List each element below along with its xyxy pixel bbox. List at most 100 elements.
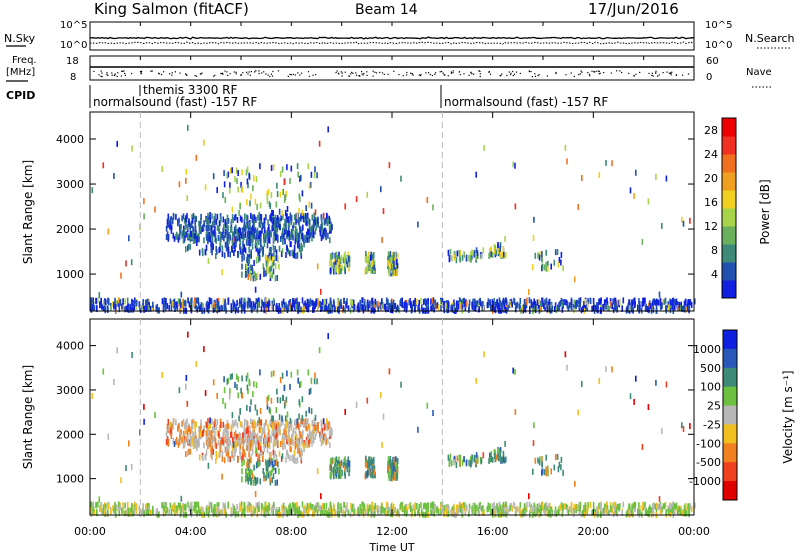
nave-point bbox=[213, 75, 215, 77]
echo-point bbox=[305, 439, 308, 446]
echo-point bbox=[216, 213, 219, 220]
echo-point bbox=[284, 238, 286, 245]
echo-point bbox=[628, 503, 631, 510]
echo-point bbox=[308, 428, 311, 434]
echo-point bbox=[207, 440, 209, 447]
nave-point bbox=[479, 70, 481, 72]
echo-point bbox=[238, 227, 241, 234]
echo-point bbox=[583, 300, 585, 307]
velocity-data-points bbox=[90, 331, 696, 518]
echo-point bbox=[268, 442, 271, 449]
echo-point bbox=[324, 433, 327, 440]
echo-point bbox=[250, 227, 253, 234]
echo-point bbox=[495, 301, 497, 308]
echo-point bbox=[679, 508, 681, 515]
echo-point bbox=[326, 305, 328, 312]
echo-point bbox=[144, 504, 147, 511]
echo-point bbox=[143, 306, 145, 313]
echo-point bbox=[683, 301, 686, 307]
echo-point bbox=[244, 231, 247, 238]
echo-point bbox=[233, 242, 235, 249]
echo-point bbox=[258, 254, 261, 261]
echo-point bbox=[593, 507, 595, 514]
echo-point bbox=[690, 301, 693, 308]
echo-point bbox=[185, 177, 187, 184]
echo-point bbox=[475, 171, 477, 178]
echo-point bbox=[296, 438, 298, 444]
nave-point bbox=[512, 70, 514, 73]
echo-point bbox=[250, 457, 252, 464]
echo-point bbox=[675, 298, 678, 305]
echo-point bbox=[185, 383, 187, 390]
echo-point bbox=[638, 298, 640, 305]
echo-point bbox=[548, 503, 550, 510]
echo-point bbox=[190, 298, 192, 305]
echo-point bbox=[678, 301, 681, 308]
echo-point bbox=[299, 176, 301, 182]
echo-point bbox=[475, 452, 478, 459]
noise-left-tick-top: 10^5 bbox=[60, 20, 87, 31]
echo-point bbox=[564, 299, 566, 306]
echo-point bbox=[221, 509, 224, 516]
echo-point bbox=[669, 502, 671, 509]
echo-point bbox=[265, 214, 267, 221]
echo-point bbox=[262, 505, 265, 512]
echo-point bbox=[298, 208, 300, 214]
echo-point bbox=[177, 298, 180, 305]
echo-point bbox=[215, 450, 217, 457]
echo-point bbox=[505, 251, 507, 258]
echo-point bbox=[243, 424, 246, 431]
echo-point bbox=[224, 197, 227, 203]
echo-point bbox=[402, 506, 404, 513]
echo-point bbox=[253, 464, 255, 471]
echo-point bbox=[132, 300, 134, 306]
echo-point bbox=[308, 219, 311, 226]
echo-point bbox=[209, 224, 211, 231]
echo-point bbox=[179, 298, 181, 305]
echo-point bbox=[215, 457, 217, 464]
echo-point bbox=[576, 300, 579, 306]
echo-point bbox=[262, 263, 265, 270]
echo-point bbox=[619, 299, 621, 305]
echo-point bbox=[241, 186, 244, 193]
echo-point bbox=[499, 447, 502, 453]
echo-point bbox=[272, 210, 274, 217]
echo-point bbox=[242, 438, 244, 444]
echo-point bbox=[621, 305, 623, 312]
echo-point bbox=[308, 233, 310, 240]
echo-point bbox=[244, 213, 246, 220]
echo-point bbox=[218, 225, 220, 232]
echo-point bbox=[166, 439, 169, 446]
echo-point bbox=[268, 248, 271, 255]
echo-point bbox=[329, 237, 331, 244]
echo-point bbox=[146, 298, 149, 305]
echo-point bbox=[478, 510, 480, 517]
echo-point bbox=[302, 224, 304, 231]
echo-point bbox=[414, 506, 417, 513]
echo-point bbox=[660, 508, 662, 515]
echo-point bbox=[313, 306, 315, 313]
echo-point bbox=[466, 300, 468, 307]
echo-point bbox=[282, 298, 285, 305]
echo-point bbox=[298, 301, 301, 308]
echo-point bbox=[605, 159, 607, 166]
echo-point bbox=[314, 216, 316, 223]
echo-point bbox=[194, 504, 196, 510]
echo-point bbox=[545, 501, 548, 508]
echo-point bbox=[270, 421, 273, 428]
echo-point bbox=[491, 299, 494, 306]
echo-point bbox=[238, 234, 241, 241]
echo-point bbox=[455, 462, 458, 468]
echo-point bbox=[239, 433, 242, 439]
echo-point bbox=[537, 507, 540, 513]
echo-point bbox=[394, 507, 397, 513]
echo-point bbox=[223, 429, 225, 435]
echo-point bbox=[582, 510, 584, 517]
echo-point bbox=[570, 304, 573, 311]
echo-point bbox=[250, 252, 252, 259]
echo-point bbox=[355, 401, 358, 408]
echo-point bbox=[250, 301, 252, 308]
echo-point bbox=[366, 397, 369, 404]
echo-point bbox=[368, 456, 371, 463]
echo-point bbox=[238, 301, 241, 308]
